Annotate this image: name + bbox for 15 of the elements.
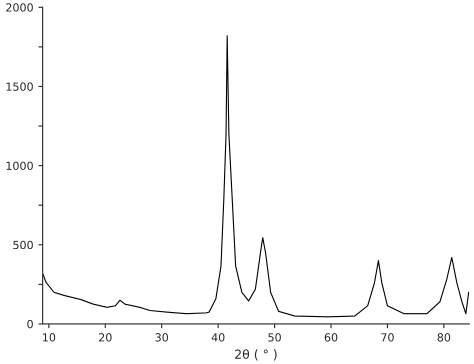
y-tick-label: 1000 [6, 162, 33, 170]
x-tick-label: 20 [99, 333, 112, 342]
x-tick-label: 10 [43, 333, 56, 342]
line-series [42, 35, 470, 318]
y-tick-label: 0 [27, 320, 33, 328]
x-tick-label: 60 [324, 333, 338, 342]
x-axis-title: 2θ ( ° ) [235, 349, 277, 360]
y-tick-label: 2000 [6, 3, 33, 12]
x-tick-label: 80 [438, 333, 450, 342]
x-tick-label: 50 [268, 333, 281, 342]
x-tick-label: 40 [212, 333, 224, 342]
y-tick-label: 500 [13, 240, 33, 250]
x-tick-label: 30 [156, 333, 168, 342]
y-tick-label: 1500 [6, 82, 33, 91]
x-tick-label: 70 [381, 333, 394, 342]
